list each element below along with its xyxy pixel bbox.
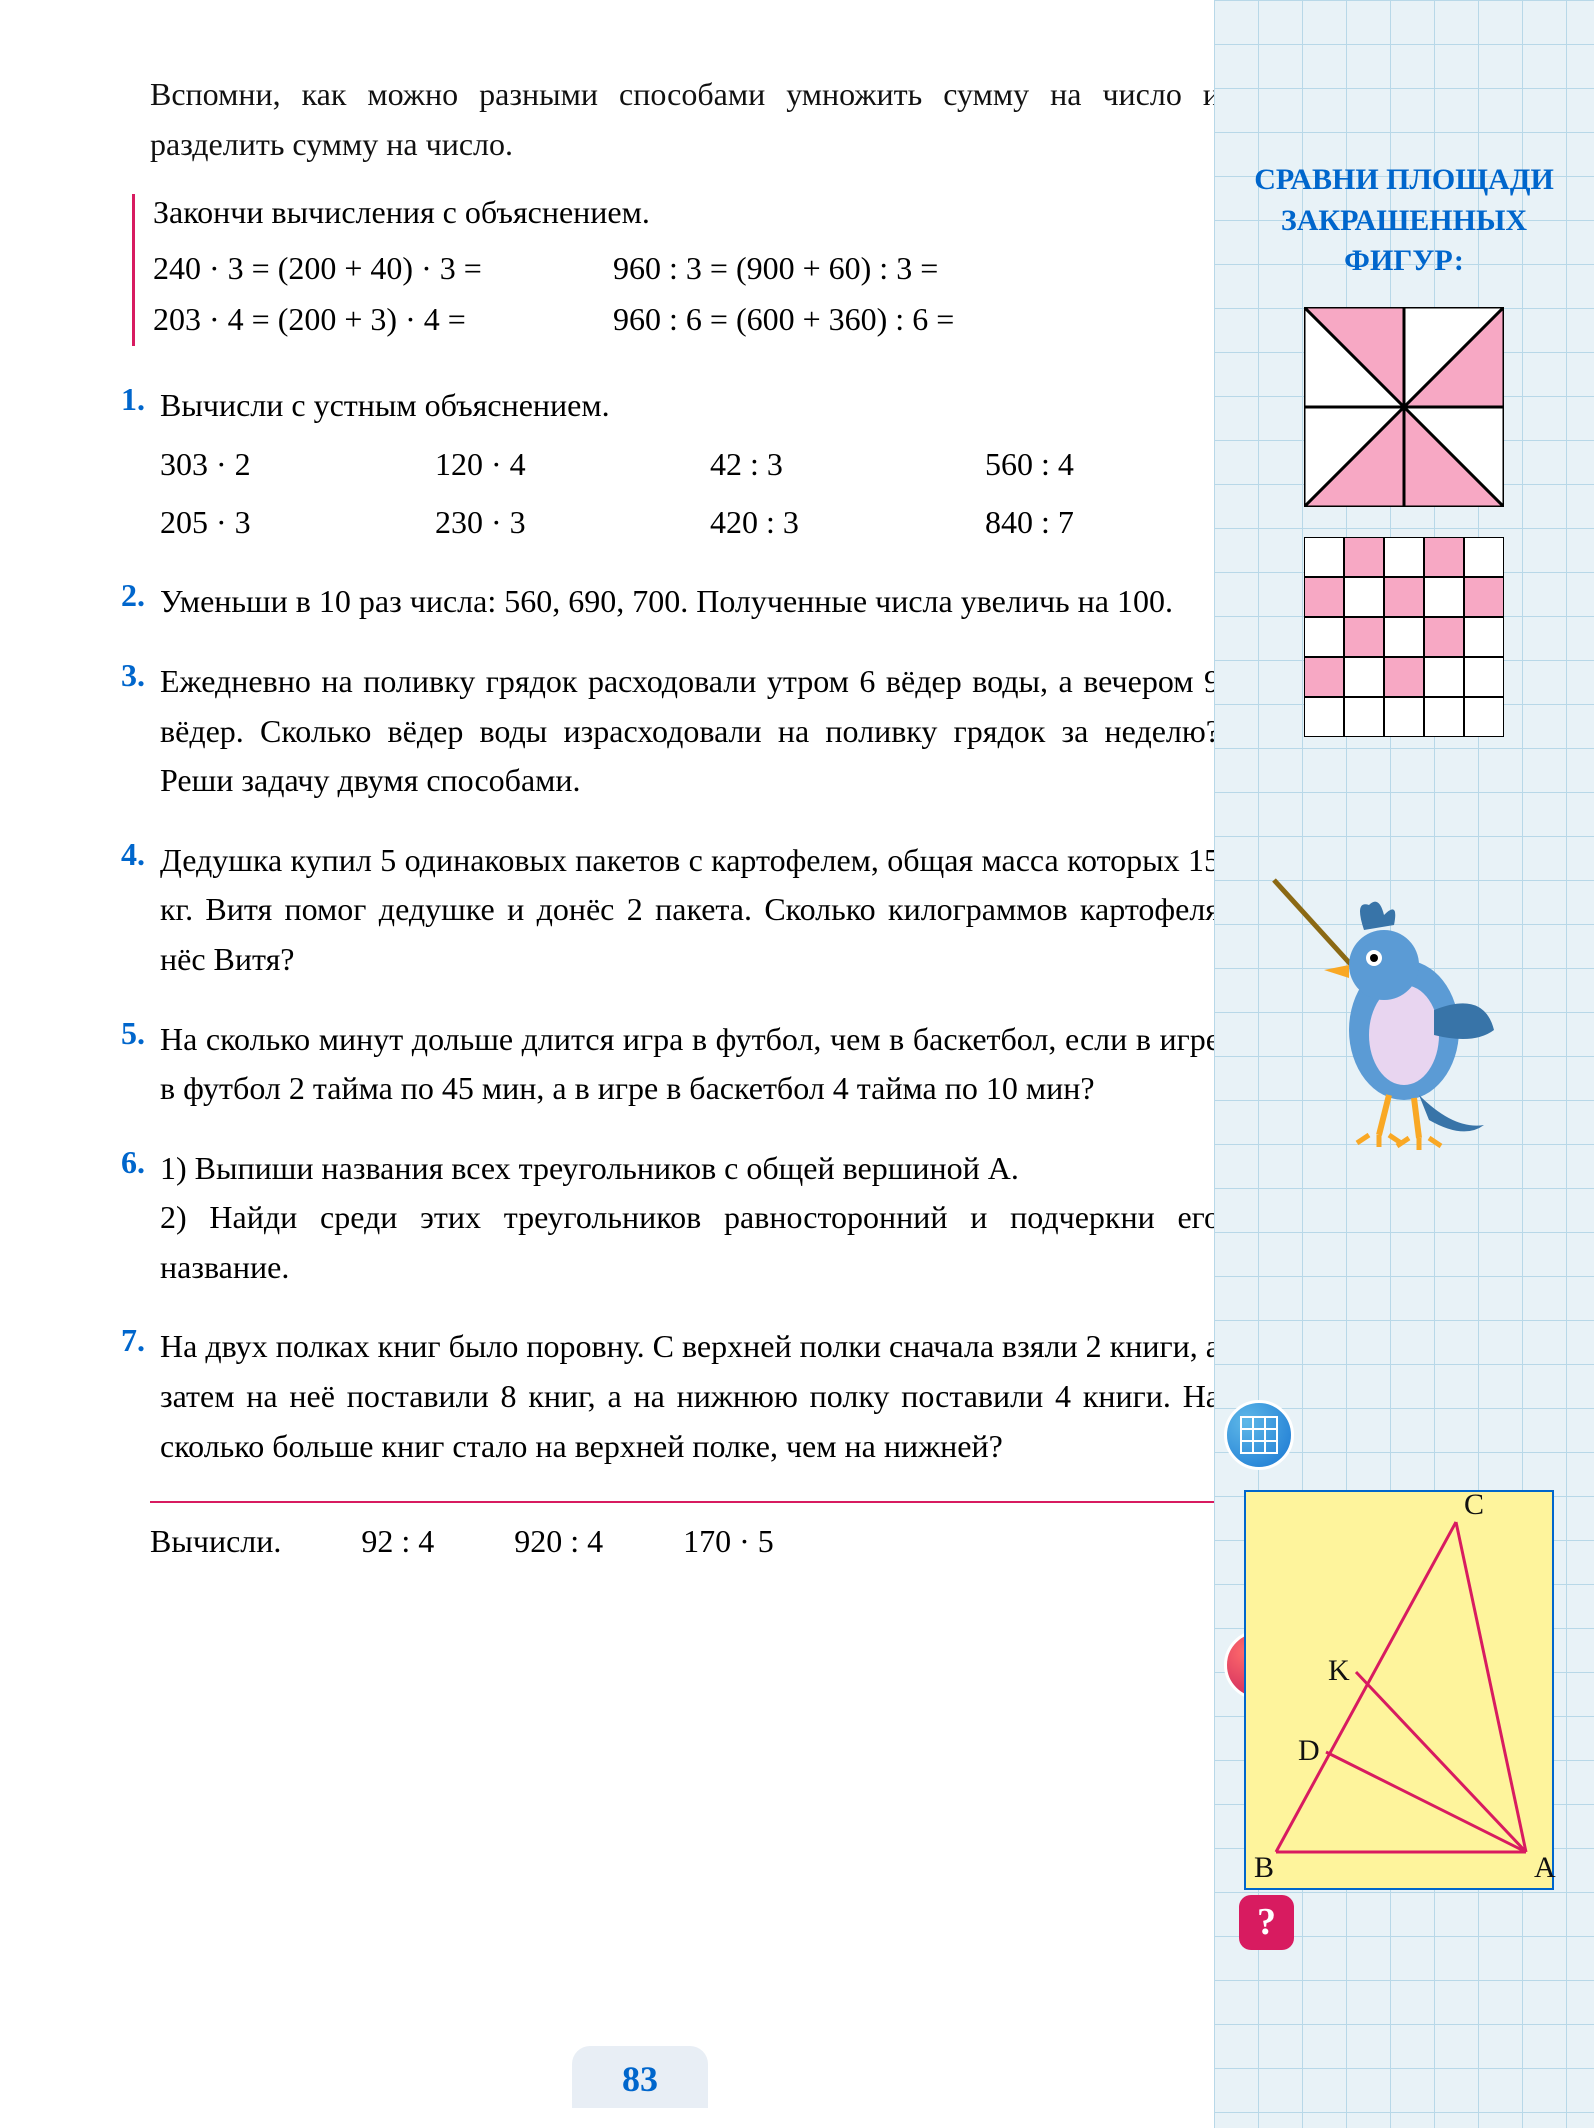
sidebar-title: СРАВНИ ПЛОЩАДИ ЗАКРАШЕННЫХ ФИГУР: — [1214, 0, 1594, 307]
page-content: Вспомни, как можно разными способами умн… — [0, 0, 1280, 2128]
math-grid: 303 · 2120 · 442 : 3560 : 4205 · 3230 · … — [160, 440, 1220, 547]
exercise-body: Вычисли с устным объяснением.303 · 2120 … — [160, 381, 1220, 548]
divider — [150, 1501, 1220, 1503]
svg-text:K: K — [1328, 1654, 1350, 1687]
page-number: 83 — [572, 2046, 708, 2108]
exercise-body: Уменьши в 10 раз числа: 560, 690, 700. П… — [160, 577, 1220, 627]
question-marker-icon: ? — [1239, 1895, 1294, 1950]
exercise-number: 1. — [90, 381, 145, 418]
footer-exercise: Вычисли. 92 : 4 920 : 4 170 · 5 — [150, 1523, 1220, 1560]
exercise: 4.Дедушка купил 5 одинаковых пакетов с к… — [150, 836, 1220, 985]
exercise-body: 1) Выпиши названия всех треугольников с … — [160, 1144, 1220, 1293]
exercises-list: 1.Вычисли с устным объяснением.303 · 212… — [150, 381, 1220, 1472]
svg-text:B: B — [1254, 1851, 1274, 1884]
exercise: 2.Уменьши в 10 раз числа: 560, 690, 700.… — [150, 577, 1220, 627]
exercise-body: На сколько минут дольше длится игра в фу… — [160, 1015, 1220, 1114]
exercise-number: 2. — [90, 577, 145, 614]
grid-marker-icon — [1224, 1400, 1294, 1470]
exercise-body: Дедушка купил 5 одинаковых пакетов с кар… — [160, 836, 1220, 985]
triangle-diagram: B A C K D — [1244, 1490, 1554, 1890]
svg-text:A: A — [1534, 1851, 1556, 1884]
intro-text: Вспомни, как можно разными способами умн… — [150, 70, 1220, 169]
exercise-number: 4. — [90, 836, 145, 873]
svg-text:D: D — [1298, 1734, 1320, 1767]
exercise-number: 5. — [90, 1015, 145, 1052]
exercise-body: Ежедневно на поливку грядок расходовали … — [160, 657, 1220, 806]
exercise-number: 6. — [90, 1144, 145, 1181]
bird-illustration — [1254, 870, 1534, 1150]
exercise-body: На двух полках книг было поровну. С верх… — [160, 1322, 1220, 1471]
calc-title: Закончи вычисления с объяснением. — [153, 194, 1220, 231]
shape-figure-1 — [1304, 307, 1504, 507]
calc-row-1: 240 · 3 = (200 + 40) · 3 = 960 : 3 = (90… — [153, 243, 1220, 294]
exercise: 1.Вычисли с устным объяснением.303 · 212… — [150, 381, 1220, 548]
calc-row-2: 203 · 4 = (200 + 3) · 4 = 960 : 6 = (600… — [153, 294, 1220, 345]
exercise: 6.1) Выпиши названия всех треугольников … — [150, 1144, 1220, 1293]
exercise: 7.На двух полках книг было поровну. С ве… — [150, 1322, 1220, 1471]
shape-figure-2 — [1304, 537, 1504, 737]
svg-text:C: C — [1464, 1492, 1484, 1521]
exercise-number: 7. — [90, 1322, 145, 1359]
exercise: 5.На сколько минут дольше длится игра в … — [150, 1015, 1220, 1114]
exercise: 3.Ежедневно на поливку грядок расходовал… — [150, 657, 1220, 806]
calculation-block: Закончи вычисления с объяснением. 240 · … — [132, 194, 1220, 345]
exercise-number: 3. — [90, 657, 145, 694]
